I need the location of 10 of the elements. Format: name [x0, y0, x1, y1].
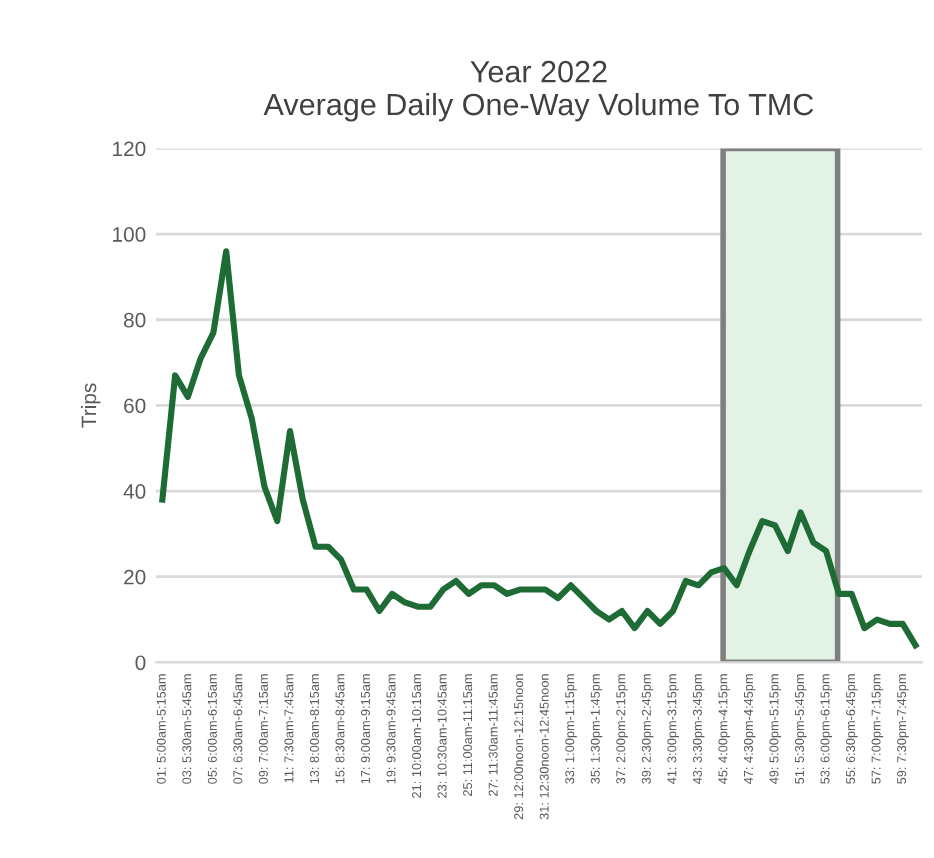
- line-series: [159, 248, 919, 649]
- y-tick-label: 60: [124, 398, 146, 414]
- y-tick-label: 120: [113, 141, 146, 157]
- y-tick-label: 40: [123, 484, 146, 499]
- y-axis-title: Trips: [80, 383, 101, 428]
- y-tick-label: 80: [123, 312, 146, 328]
- y-tick-label: 100: [113, 227, 146, 242]
- y-tick-label: 0: [135, 655, 146, 671]
- y-tick-label: 20: [124, 569, 146, 585]
- chart-title: Year 2022 Average Daily One-Way Volume To TMC: [263, 60, 814, 122]
